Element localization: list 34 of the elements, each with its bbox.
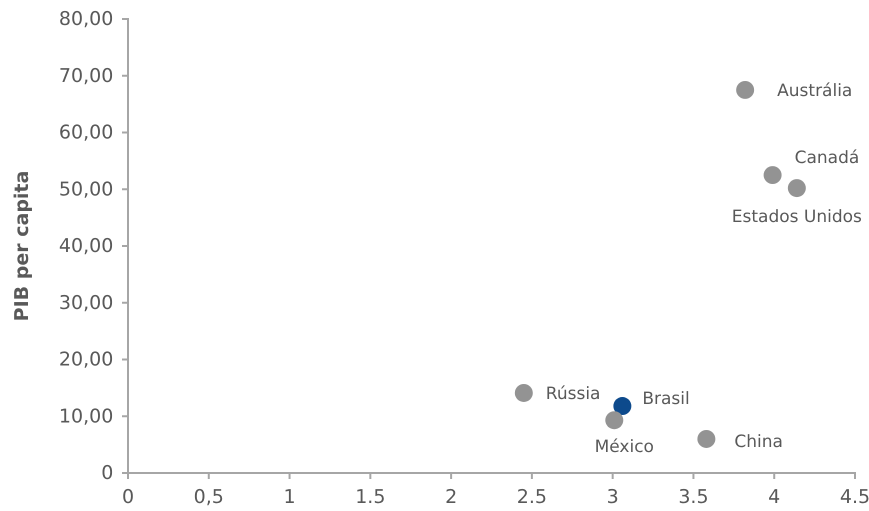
- point: [605, 411, 624, 430]
- x-tick-label: 0: [122, 486, 134, 508]
- y-axis-title: PIB per capita: [11, 170, 33, 322]
- x-tick-label: 1: [284, 486, 296, 508]
- annotation: Canadá: [794, 148, 860, 168]
- x-tick-label: 1.5: [355, 486, 386, 508]
- annotation: Estados Unidos: [732, 207, 862, 228]
- point: [514, 384, 533, 402]
- x-tick-label: 4.5: [840, 486, 869, 508]
- x-tick-label: 2.5: [516, 486, 547, 508]
- annotation: China: [734, 432, 783, 452]
- y-tick-label: 70,00: [58, 64, 114, 87]
- annotation: Brasil: [642, 388, 690, 409]
- x-tick-label: 2: [445, 486, 458, 508]
- point: [788, 179, 806, 198]
- y-tick-label: 10,00: [58, 405, 114, 428]
- x-tick-label: 3: [606, 486, 619, 508]
- y-tick-label: 30,00: [58, 292, 114, 314]
- y-tick-label: 20,00: [58, 348, 114, 371]
- x-tick-label: 0,5: [194, 486, 224, 508]
- y-tick-label: 0: [101, 462, 114, 484]
- x-tick-label: 4: [768, 486, 780, 508]
- x-tick-label: 3.5: [678, 486, 709, 508]
- y-tick-label: 40,00: [58, 235, 114, 258]
- y-tick-label: 50,00: [58, 178, 114, 200]
- annotation: México: [594, 437, 654, 458]
- point: [736, 80, 754, 99]
- point: [764, 166, 782, 184]
- point: [697, 430, 716, 448]
- y-tick-label: 80,00: [58, 8, 114, 30]
- annotation: Rússia: [546, 384, 600, 404]
- y-tick-label: 60,00: [58, 122, 114, 144]
- annotation: Austrália: [777, 80, 852, 101]
- point: [613, 397, 632, 416]
